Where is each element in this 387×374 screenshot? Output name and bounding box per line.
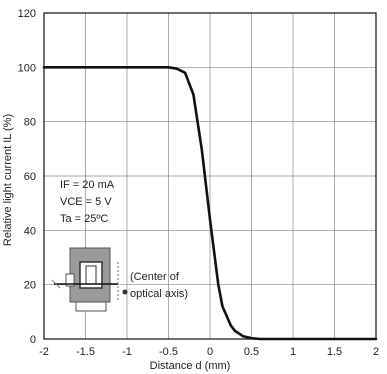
y-tick-label: 0 (30, 334, 36, 346)
y-tick-label: 100 (18, 62, 36, 74)
photointerrupter-sensor-icon (51, 247, 128, 312)
condition-vce: VCE = 5 V (60, 196, 112, 208)
condition-if: IF = 20 mA (60, 179, 115, 191)
x-tick-label: 1.5 (327, 346, 342, 358)
plot-frame (43, 12, 377, 340)
x-tick-labels: -2 -1.5 -1 -0.5 0 0.5 1 1.5 2 (39, 346, 379, 358)
x-tick-label: 1 (290, 346, 296, 358)
y-tick-label: 20 (24, 280, 36, 292)
series-line (42, 66, 378, 341)
optical-axis-note-line2: optical axis) (130, 288, 188, 300)
condition-ta: Ta = 25ºC (60, 213, 108, 225)
x-tick-label: -0.5 (159, 346, 178, 358)
x-tick-label: -1 (122, 346, 132, 358)
y-tick-label: 40 (24, 225, 36, 237)
y-axis-title: Relative light current IL (%) (2, 114, 14, 246)
y-tick-label: 120 (18, 8, 36, 20)
x-axis-title: Distance d (mm) (150, 360, 231, 372)
x-tick-label: -1.5 (76, 346, 95, 358)
y-tick-label: 80 (24, 117, 36, 129)
y-tick-label: 60 (24, 171, 36, 183)
x-tick-label: 2 (373, 346, 379, 358)
y-tick-labels: 0 20 40 60 80 100 120 (18, 8, 36, 346)
x-tick-label: 0 (207, 346, 213, 358)
x-tick-label: 0.5 (244, 346, 259, 358)
optical-axis-note-line1: (Center of (130, 271, 180, 283)
x-tick-label: -2 (39, 346, 49, 358)
